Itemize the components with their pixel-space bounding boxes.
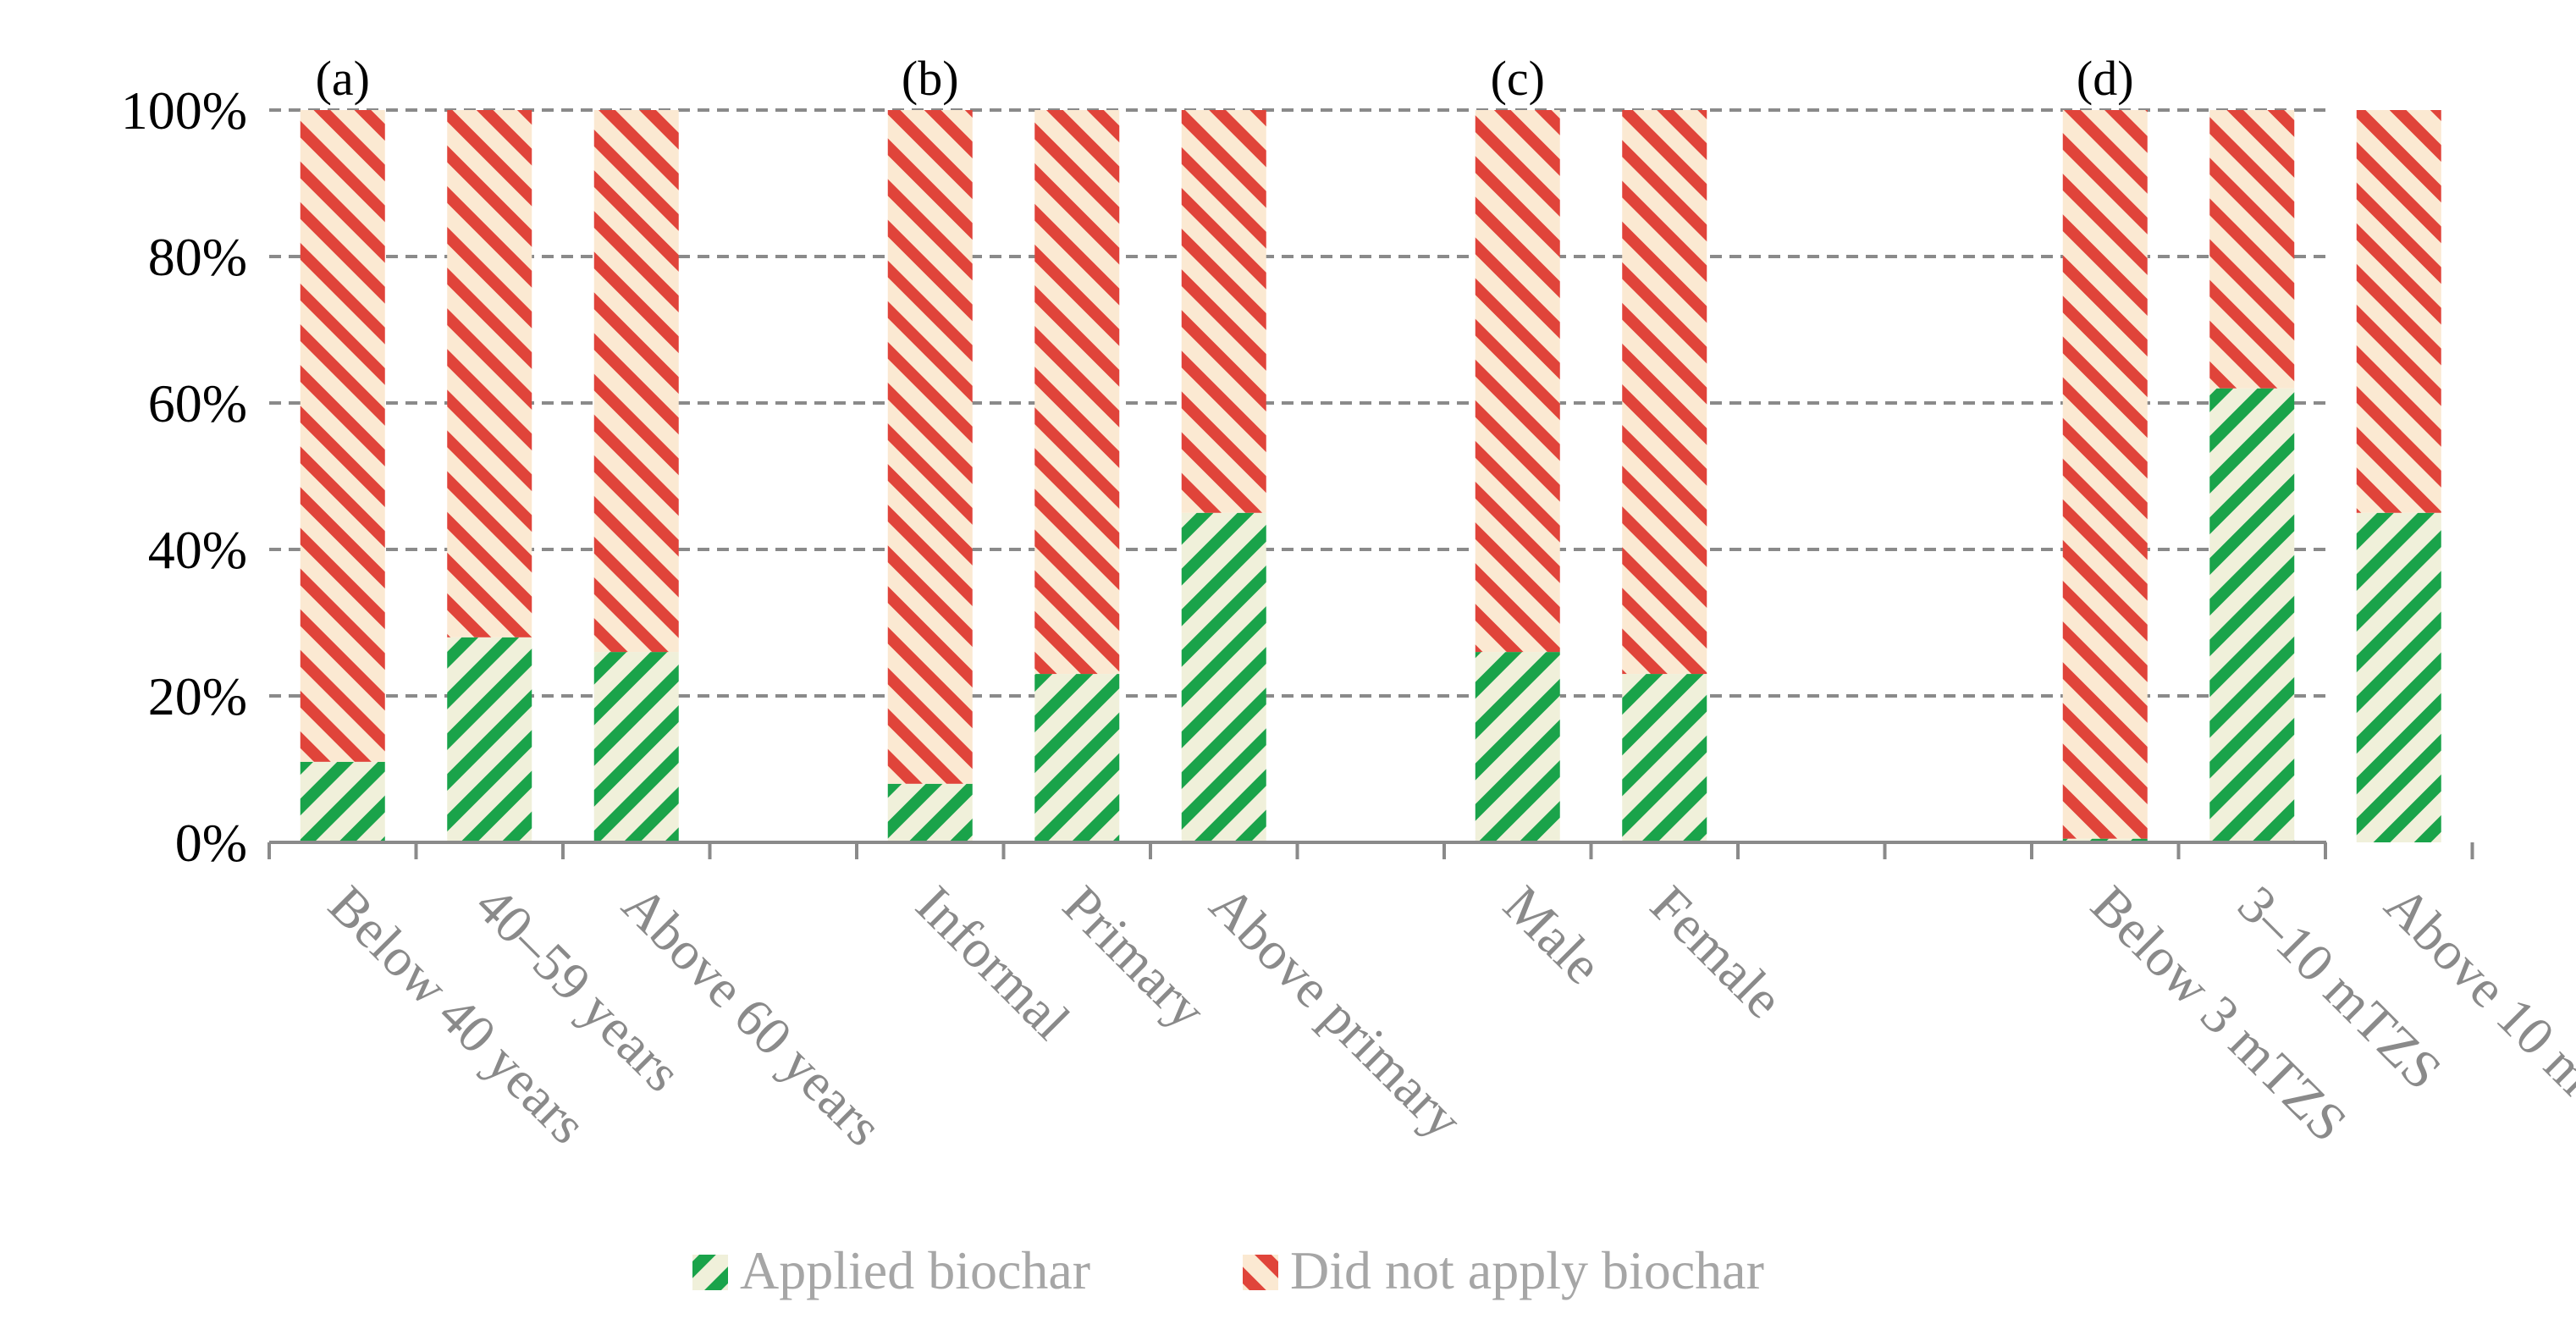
y-tick-label: 40% [148,520,247,580]
legend-label: Did not apply biochar [1290,1240,1764,1300]
x-category-label: Male [1492,875,1613,996]
bar-applied-biochar [1181,512,1266,842]
y-tick-label: 60% [148,373,247,433]
x-category-label: Female [1639,875,1794,1029]
bar-did-not-apply-biochar [447,110,532,637]
axes [268,841,2474,859]
bar-did-not-apply-biochar [300,110,385,762]
bar-applied-biochar [2062,838,2148,842]
bar-did-not-apply-biochar [2062,110,2148,839]
bars [300,110,2441,842]
bar-applied-biochar [2209,388,2295,842]
bar-did-not-apply-biochar [1622,110,1707,675]
gridlines [269,108,2326,698]
y-tick-label: 0% [175,813,247,873]
bar-did-not-apply-biochar [1181,110,1266,513]
panel-label: (b) [902,51,959,106]
bar-applied-biochar [887,783,973,842]
bar-applied-biochar [1034,674,1120,842]
panel-label: (c) [1491,51,1545,106]
bar-did-not-apply-biochar [2209,110,2295,389]
legend-swatch-not-applied [1243,1255,1278,1290]
bar-did-not-apply-biochar [2356,110,2441,513]
bar-applied-biochar [1622,674,1707,842]
x-category-label: Primary [1051,875,1217,1040]
panel-label: (a) [316,51,370,106]
x-category-label: Below 3 mTZS [2080,875,2358,1153]
y-tick-label: 80% [148,227,247,287]
panel-label: (d) [2077,51,2134,106]
bar-applied-biochar [300,761,385,842]
bar-applied-biochar [447,637,532,842]
bar-applied-biochar [1475,652,1560,842]
bar-did-not-apply-biochar [887,110,973,784]
y-tick-label: 20% [148,666,247,726]
x-category-label: Below 40 years [317,875,598,1156]
bar-applied-biochar [2356,512,2441,842]
x-category-label: Above primary [1199,875,1474,1150]
bar-did-not-apply-biochar [593,110,679,653]
legend-swatch-applied [692,1255,728,1290]
x-category-label: Informal [905,875,1082,1051]
x-category-label: Above 60 years [611,875,894,1157]
bar-applied-biochar [593,652,679,842]
legend: Applied biochar Did not apply biochar [692,1240,1764,1300]
bar-did-not-apply-biochar [1034,110,1120,675]
y-tick-label: 100% [121,80,247,141]
legend-label: Applied biochar [740,1240,1090,1300]
bar-did-not-apply-biochar [1475,110,1560,653]
